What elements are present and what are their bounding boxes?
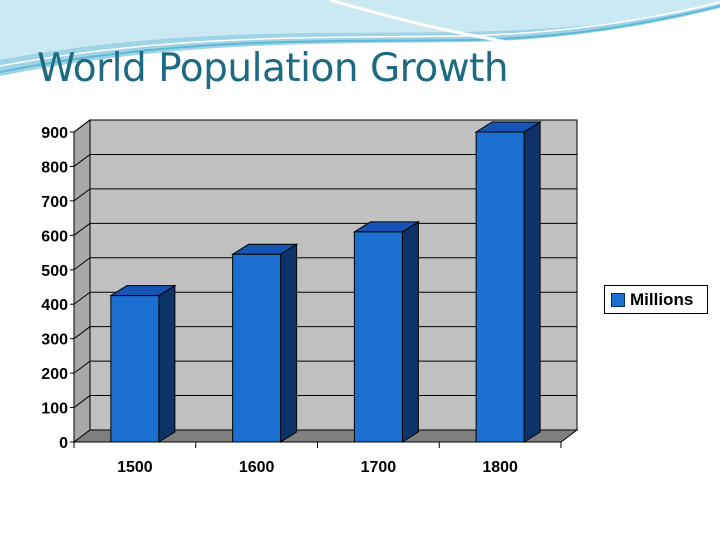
gridline xyxy=(73,119,577,133)
y-tick-label: 400 xyxy=(41,297,68,314)
bar-side-1600 xyxy=(280,243,298,443)
bar-1600 xyxy=(232,253,282,443)
bar-1800 xyxy=(475,131,525,443)
gridline xyxy=(73,153,577,167)
y-tick-label: 900 xyxy=(41,125,68,142)
x-tick-label: 1700 xyxy=(361,459,397,476)
bar-side-1700 xyxy=(401,220,419,443)
x-tick-label: 1800 xyxy=(482,459,518,476)
y-tick-label: 0 xyxy=(59,435,68,452)
chart-side-wall xyxy=(73,119,91,443)
x-tick-label: 1500 xyxy=(117,459,153,476)
y-tick-label: 800 xyxy=(41,159,68,176)
y-tick-label: 200 xyxy=(41,366,68,383)
gridline xyxy=(73,188,577,202)
x-tick-label: 1600 xyxy=(239,459,275,476)
y-tick-label: 100 xyxy=(41,401,68,418)
y-tick-label: 300 xyxy=(41,332,68,349)
y-tick-label: 600 xyxy=(41,228,68,245)
bar-side-1800 xyxy=(523,121,541,443)
y-tick-label: 500 xyxy=(41,263,68,280)
bar-1700 xyxy=(353,231,403,443)
y-tick-label: 700 xyxy=(41,194,68,211)
legend-label-millions: Millions xyxy=(630,289,694,309)
bar-side-1500 xyxy=(158,284,176,443)
legend-swatch-millions xyxy=(611,292,625,307)
chart-legend: Millions xyxy=(604,285,708,314)
header-swoosh-decoration xyxy=(0,0,720,76)
bar-1500 xyxy=(110,295,160,443)
slide-title: World Population Growth xyxy=(37,46,509,91)
